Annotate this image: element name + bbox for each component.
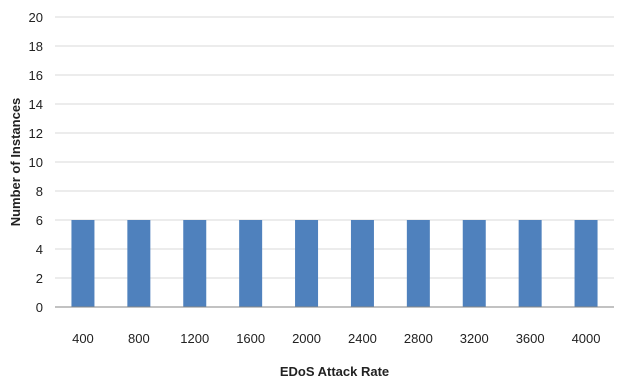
x-tick-label: 400	[72, 331, 94, 346]
y-tick-label: 14	[29, 97, 43, 112]
x-tick-label: 1600	[236, 331, 265, 346]
bar-2800	[406, 220, 430, 307]
bar-800	[127, 220, 151, 307]
bar-1600	[239, 220, 263, 307]
bar-1200	[183, 220, 207, 307]
x-tick-label: 2000	[292, 331, 321, 346]
x-tick-label: 2400	[348, 331, 377, 346]
bar-3200	[462, 220, 486, 307]
x-tick-label: 3600	[516, 331, 545, 346]
y-tick-labels: 0 2 4 6 8 10 12 14 16 18 20	[29, 10, 43, 315]
bar-3600	[518, 220, 542, 307]
y-tick-label: 16	[29, 68, 43, 83]
y-tick-label: 2	[36, 271, 43, 286]
y-tick-label: 6	[36, 213, 43, 228]
bars	[71, 220, 598, 307]
y-tick-label: 10	[29, 155, 43, 170]
y-tick-label: 0	[36, 300, 43, 315]
x-tick-label: 3200	[460, 331, 489, 346]
y-tick-label: 20	[29, 10, 43, 25]
x-tick-label: 800	[128, 331, 150, 346]
y-tick-label: 8	[36, 184, 43, 199]
x-tick-labels: 400 800 1200 1600 2000 2400 2800 3200 3600 4000	[72, 331, 600, 346]
y-axis-title: Number of Instances	[8, 98, 23, 227]
x-tick-label: 1200	[180, 331, 209, 346]
x-tick-label: 2800	[404, 331, 433, 346]
bar-2000	[295, 220, 319, 307]
bar-2400	[350, 220, 374, 307]
x-tick-label: 4000	[572, 331, 601, 346]
y-tick-label: 12	[29, 126, 43, 141]
y-tick-label: 18	[29, 39, 43, 54]
x-axis-title: EDoS Attack Rate	[280, 364, 389, 379]
bar-400	[71, 220, 95, 307]
bar-4000	[574, 220, 598, 307]
y-tick-label: 4	[36, 242, 43, 257]
